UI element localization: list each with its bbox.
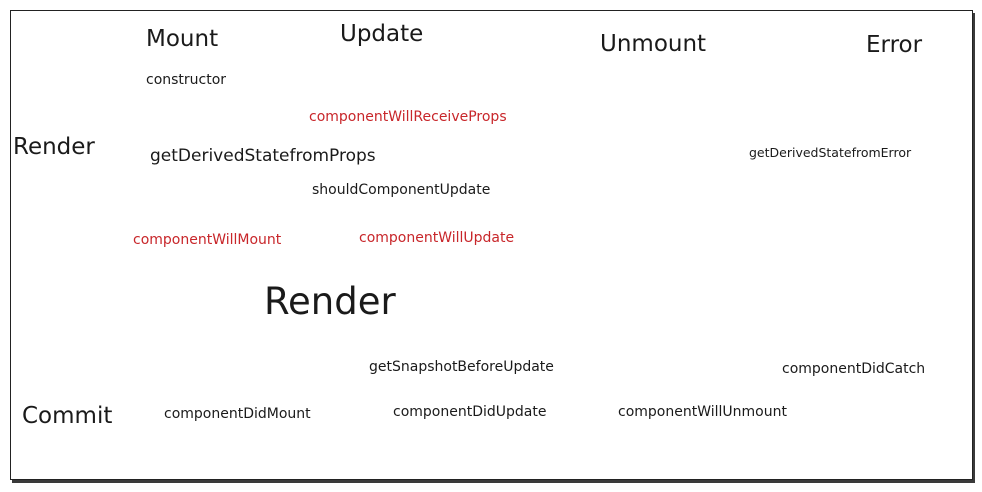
method-component-will-receive-props: componentWillReceiveProps [309,109,507,125]
method-get-derived-state-from-props: getDerivedStatefromProps [150,146,376,166]
method-get-snapshot-before-update: getSnapshotBeforeUpdate [369,359,554,375]
phase-render-label: Render [13,134,95,160]
phase-render-center: Render [264,280,396,323]
method-component-will-update: componentWillUpdate [359,230,515,246]
method-component-did-catch: componentDidCatch [782,361,926,377]
method-component-did-mount: componentDidMount [164,406,311,422]
method-component-did-update: componentDidUpdate [393,404,547,420]
column-mount: Mount [146,26,219,52]
method-get-derived-state-from-error: getDerivedStatefromError [749,145,912,160]
method-component-will-mount: componentWillMount [133,232,282,248]
column-error: Error [866,32,923,58]
diagram-frame [10,10,973,480]
method-should-component-update: shouldComponentUpdate [312,182,491,198]
phase-commit-label: Commit [22,403,113,429]
column-unmount: Unmount [600,31,707,57]
column-update: Update [340,21,424,47]
method-constructor: constructor [146,72,227,88]
method-component-will-unmount: componentWillUnmount [618,404,787,420]
